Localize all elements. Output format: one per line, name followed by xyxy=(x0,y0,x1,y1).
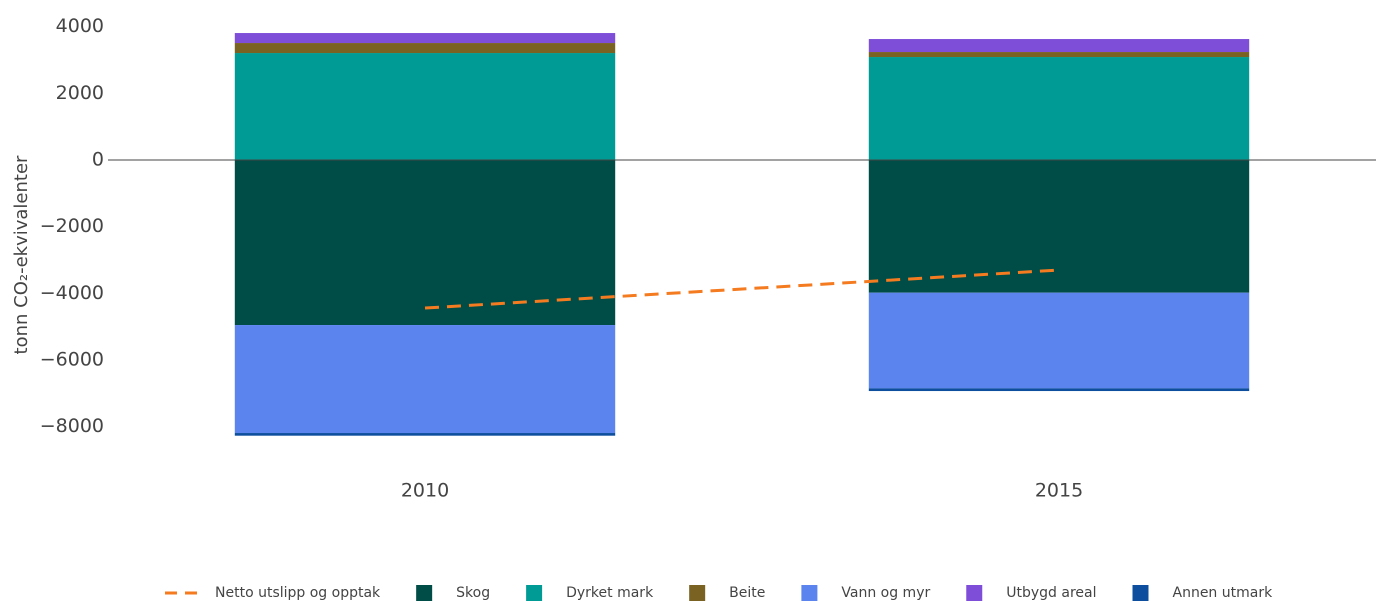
legend-swatch xyxy=(689,585,706,601)
legend-item: Skog xyxy=(416,585,490,601)
bar-segment xyxy=(234,53,616,161)
y-tick-label: 2000 xyxy=(56,82,104,104)
bar-segment xyxy=(234,160,616,326)
legend-swatch xyxy=(416,585,433,601)
x-tick-label: 2015 xyxy=(1035,480,1083,502)
legend-swatch xyxy=(1132,585,1149,601)
legend-label: Skog xyxy=(456,585,490,601)
legend-item: Vann og myr xyxy=(801,585,930,601)
y-tick-label: −6000 xyxy=(40,349,104,371)
bar-segment xyxy=(868,388,1250,392)
bar-segment xyxy=(234,43,616,54)
y-tick-label: 4000 xyxy=(56,15,104,37)
bar-segment xyxy=(868,39,1250,53)
bar-segment xyxy=(868,57,1250,161)
bar-segment xyxy=(868,52,1250,58)
y-tick-label: −4000 xyxy=(40,282,104,304)
legend-label: Beite xyxy=(729,585,765,601)
legend-swatch xyxy=(526,585,543,601)
y-tick-label: −2000 xyxy=(40,215,104,237)
legend-item: Dyrket mark xyxy=(526,585,654,601)
legend-label: Netto utslipp og opptak xyxy=(215,585,381,601)
legend-swatch xyxy=(966,585,983,601)
bar-segment xyxy=(234,433,616,436)
legend-label: Annen utmark xyxy=(1173,585,1274,601)
net-line xyxy=(424,268,1060,310)
bar-segment xyxy=(234,325,616,434)
bar-segment xyxy=(868,160,1250,293)
legend-item: Utbygd areal xyxy=(966,585,1097,601)
legend-item: Netto utslipp og opptak xyxy=(165,585,381,601)
legend-swatch xyxy=(801,585,818,601)
y-tick-label: −8000 xyxy=(40,415,104,437)
legend-label: Vann og myr xyxy=(841,585,930,601)
y-tick-label: 0 xyxy=(92,149,104,171)
legend-item: Beite xyxy=(689,585,765,601)
y-axis-label: tonn CO₂-ekvivalenter xyxy=(11,155,32,355)
x-tick-label: 2010 xyxy=(401,480,449,502)
legend-label: Dyrket mark xyxy=(566,585,654,601)
bar-segment xyxy=(234,33,616,44)
legend-label: Utbygd areal xyxy=(1006,585,1096,601)
bar-segment xyxy=(868,292,1250,389)
legend-item: Annen utmark xyxy=(1132,585,1274,601)
